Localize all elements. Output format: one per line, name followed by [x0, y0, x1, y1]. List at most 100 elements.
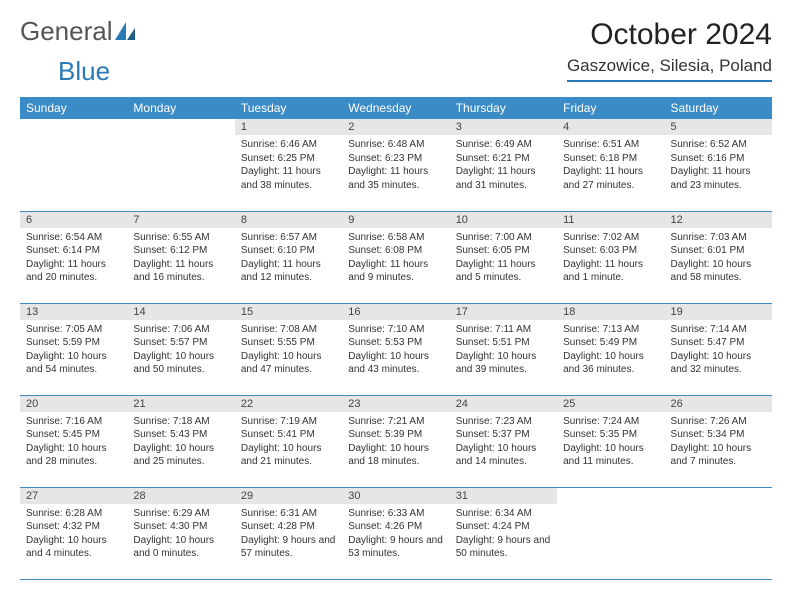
day-number: 25: [557, 396, 664, 412]
calendar-cell: 11Sunrise: 7:02 AMSunset: 6:03 PMDayligh…: [557, 211, 664, 303]
calendar-cell: [557, 487, 664, 579]
daylight-text: Daylight: 11 hours and 38 minutes.: [241, 165, 336, 192]
sunset-text: Sunset: 5:55 PM: [241, 336, 336, 350]
calendar-cell: 16Sunrise: 7:10 AMSunset: 5:53 PMDayligh…: [342, 303, 449, 395]
day-content: Sunrise: 6:54 AMSunset: 6:14 PMDaylight:…: [20, 228, 127, 289]
calendar-cell: 14Sunrise: 7:06 AMSunset: 5:57 PMDayligh…: [127, 303, 234, 395]
daylight-text: Daylight: 10 hours and 18 minutes.: [348, 442, 443, 469]
calendar-cell: 7Sunrise: 6:55 AMSunset: 6:12 PMDaylight…: [127, 211, 234, 303]
sunset-text: Sunset: 6:01 PM: [671, 244, 766, 258]
daylight-text: Daylight: 10 hours and 11 minutes.: [563, 442, 658, 469]
day-number: 14: [127, 304, 234, 320]
day-content: Sunrise: 7:21 AMSunset: 5:39 PMDaylight:…: [342, 412, 449, 473]
sunrise-text: Sunrise: 7:05 AM: [26, 323, 121, 337]
calendar-cell: 31Sunrise: 6:34 AMSunset: 4:24 PMDayligh…: [450, 487, 557, 579]
sunrise-text: Sunrise: 7:10 AM: [348, 323, 443, 337]
day-content: Sunrise: 7:16 AMSunset: 5:45 PMDaylight:…: [20, 412, 127, 473]
daylight-text: Daylight: 9 hours and 53 minutes.: [348, 534, 443, 561]
day-number: 17: [450, 304, 557, 320]
daylight-text: Daylight: 10 hours and 54 minutes.: [26, 350, 121, 377]
sunrise-text: Sunrise: 6:48 AM: [348, 138, 443, 152]
sunset-text: Sunset: 6:21 PM: [456, 152, 551, 166]
calendar-cell: 8Sunrise: 6:57 AMSunset: 6:10 PMDaylight…: [235, 211, 342, 303]
day-content: Sunrise: 6:29 AMSunset: 4:30 PMDaylight:…: [127, 504, 234, 565]
calendar-cell: 9Sunrise: 6:58 AMSunset: 6:08 PMDaylight…: [342, 211, 449, 303]
daylight-text: Daylight: 11 hours and 31 minutes.: [456, 165, 551, 192]
day-content: Sunrise: 7:05 AMSunset: 5:59 PMDaylight:…: [20, 320, 127, 381]
sunrise-text: Sunrise: 6:33 AM: [348, 507, 443, 521]
calendar-cell: 15Sunrise: 7:08 AMSunset: 5:55 PMDayligh…: [235, 303, 342, 395]
sunset-text: Sunset: 5:34 PM: [671, 428, 766, 442]
calendar-cell: 22Sunrise: 7:19 AMSunset: 5:41 PMDayligh…: [235, 395, 342, 487]
sunrise-text: Sunrise: 7:13 AM: [563, 323, 658, 337]
day-number: 6: [20, 212, 127, 228]
sunrise-text: Sunrise: 6:34 AM: [456, 507, 551, 521]
day-number: 10: [450, 212, 557, 228]
sunset-text: Sunset: 4:26 PM: [348, 520, 443, 534]
logo-sail-icon: [115, 20, 137, 46]
calendar-week: 6Sunrise: 6:54 AMSunset: 6:14 PMDaylight…: [20, 211, 772, 303]
calendar-week: 1Sunrise: 6:46 AMSunset: 6:25 PMDaylight…: [20, 119, 772, 211]
sunrise-text: Sunrise: 6:29 AM: [133, 507, 228, 521]
calendar-cell: 26Sunrise: 7:26 AMSunset: 5:34 PMDayligh…: [665, 395, 772, 487]
day-number: 2: [342, 119, 449, 135]
daylight-text: Daylight: 10 hours and 28 minutes.: [26, 442, 121, 469]
day-content: Sunrise: 6:28 AMSunset: 4:32 PMDaylight:…: [20, 504, 127, 565]
day-content: Sunrise: 7:18 AMSunset: 5:43 PMDaylight:…: [127, 412, 234, 473]
sunrise-text: Sunrise: 6:49 AM: [456, 138, 551, 152]
calendar-cell: 17Sunrise: 7:11 AMSunset: 5:51 PMDayligh…: [450, 303, 557, 395]
day-content: Sunrise: 6:31 AMSunset: 4:28 PMDaylight:…: [235, 504, 342, 565]
day-header: Thursday: [450, 97, 557, 119]
month-title: October 2024: [567, 18, 772, 52]
day-content: Sunrise: 6:48 AMSunset: 6:23 PMDaylight:…: [342, 135, 449, 196]
calendar-page: General October 2024 Gaszowice, Silesia,…: [0, 0, 792, 590]
day-header: Wednesday: [342, 97, 449, 119]
daylight-text: Daylight: 11 hours and 35 minutes.: [348, 165, 443, 192]
daylight-text: Daylight: 11 hours and 20 minutes.: [26, 258, 121, 285]
sunrise-text: Sunrise: 6:46 AM: [241, 138, 336, 152]
calendar-cell: 24Sunrise: 7:23 AMSunset: 5:37 PMDayligh…: [450, 395, 557, 487]
day-number: 15: [235, 304, 342, 320]
day-number: 21: [127, 396, 234, 412]
sunset-text: Sunset: 5:51 PM: [456, 336, 551, 350]
sunset-text: Sunset: 6:25 PM: [241, 152, 336, 166]
sunset-text: Sunset: 5:41 PM: [241, 428, 336, 442]
calendar-cell: 20Sunrise: 7:16 AMSunset: 5:45 PMDayligh…: [20, 395, 127, 487]
day-number: 5: [665, 119, 772, 135]
day-number: 3: [450, 119, 557, 135]
daylight-text: Daylight: 11 hours and 9 minutes.: [348, 258, 443, 285]
sunrise-text: Sunrise: 6:51 AM: [563, 138, 658, 152]
calendar-cell: 10Sunrise: 7:00 AMSunset: 6:05 PMDayligh…: [450, 211, 557, 303]
day-content: Sunrise: 6:55 AMSunset: 6:12 PMDaylight:…: [127, 228, 234, 289]
sunrise-text: Sunrise: 7:02 AM: [563, 231, 658, 245]
day-content: Sunrise: 7:00 AMSunset: 6:05 PMDaylight:…: [450, 228, 557, 289]
calendar-cell: 18Sunrise: 7:13 AMSunset: 5:49 PMDayligh…: [557, 303, 664, 395]
sunset-text: Sunset: 5:47 PM: [671, 336, 766, 350]
sunset-text: Sunset: 6:23 PM: [348, 152, 443, 166]
day-number: 30: [342, 488, 449, 504]
day-content: Sunrise: 6:58 AMSunset: 6:08 PMDaylight:…: [342, 228, 449, 289]
daylight-text: Daylight: 10 hours and 25 minutes.: [133, 442, 228, 469]
sunset-text: Sunset: 6:18 PM: [563, 152, 658, 166]
daylight-text: Daylight: 10 hours and 0 minutes.: [133, 534, 228, 561]
day-number: 27: [20, 488, 127, 504]
sunset-text: Sunset: 5:43 PM: [133, 428, 228, 442]
sunset-text: Sunset: 6:12 PM: [133, 244, 228, 258]
sunrise-text: Sunrise: 6:52 AM: [671, 138, 766, 152]
day-content: Sunrise: 7:19 AMSunset: 5:41 PMDaylight:…: [235, 412, 342, 473]
sunrise-text: Sunrise: 7:06 AM: [133, 323, 228, 337]
day-content: Sunrise: 7:10 AMSunset: 5:53 PMDaylight:…: [342, 320, 449, 381]
sunrise-text: Sunrise: 7:16 AM: [26, 415, 121, 429]
sunrise-text: Sunrise: 7:21 AM: [348, 415, 443, 429]
daylight-text: Daylight: 10 hours and 4 minutes.: [26, 534, 121, 561]
day-content: Sunrise: 7:13 AMSunset: 5:49 PMDaylight:…: [557, 320, 664, 381]
daylight-text: Daylight: 10 hours and 47 minutes.: [241, 350, 336, 377]
day-number: 13: [20, 304, 127, 320]
day-header: Friday: [557, 97, 664, 119]
day-content: Sunrise: 7:11 AMSunset: 5:51 PMDaylight:…: [450, 320, 557, 381]
day-content: Sunrise: 7:26 AMSunset: 5:34 PMDaylight:…: [665, 412, 772, 473]
calendar-cell: 28Sunrise: 6:29 AMSunset: 4:30 PMDayligh…: [127, 487, 234, 579]
calendar-cell: 27Sunrise: 6:28 AMSunset: 4:32 PMDayligh…: [20, 487, 127, 579]
sunset-text: Sunset: 4:28 PM: [241, 520, 336, 534]
calendar-cell: 13Sunrise: 7:05 AMSunset: 5:59 PMDayligh…: [20, 303, 127, 395]
